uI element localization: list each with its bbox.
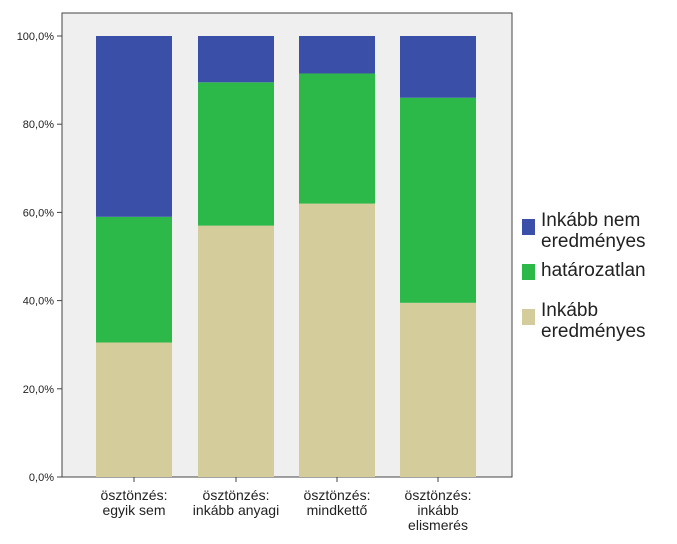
bars-group xyxy=(96,36,476,477)
y-tick-label: 40,0% xyxy=(23,296,54,308)
x-axis: ösztönzés: egyik sem ösztönzés: inkább anya… xyxy=(101,477,472,533)
y-tick-label: 100,0% xyxy=(17,31,55,43)
bar-segment xyxy=(96,216,172,343)
legend-swatch xyxy=(522,264,535,280)
legend-swatch xyxy=(522,309,535,325)
legend-label: határozatlan xyxy=(541,260,646,281)
legend-label: Inkább eredményes xyxy=(541,300,646,342)
bar-segment xyxy=(198,225,274,477)
y-tick-label: 20,0% xyxy=(23,384,54,396)
x-tick-label: ösztönzés: mindkettő xyxy=(304,487,371,518)
bar-segment xyxy=(96,342,172,477)
x-tick-label: ösztönzés: inkább elismerés xyxy=(405,487,472,533)
bar-segment xyxy=(299,73,375,204)
y-tick-label: 0,0% xyxy=(29,472,54,484)
bar-segment xyxy=(400,97,476,303)
bar-segment xyxy=(198,36,274,83)
y-axis: 0,0% 20,0% 40,0% 60,0% 80,0% 100,0% xyxy=(17,31,62,484)
legend-label: Inkább nem eredményes xyxy=(541,210,646,252)
bar-segment xyxy=(400,36,476,98)
x-tick-label: ösztönzés: egyik sem xyxy=(101,487,168,518)
legend: Inkább nem eredményes határozatlan Inkább er… xyxy=(522,210,646,342)
bar-segment xyxy=(198,82,274,226)
legend-swatch xyxy=(522,219,535,235)
bar-segment xyxy=(299,36,375,74)
y-tick-label: 60,0% xyxy=(23,207,54,219)
bar-segment xyxy=(400,302,476,477)
y-tick-label: 80,0% xyxy=(23,119,54,131)
bar-segment xyxy=(299,203,375,477)
bar-segment xyxy=(96,36,172,217)
x-tick-label: ösztönzés: inkább anyagi xyxy=(193,487,279,518)
